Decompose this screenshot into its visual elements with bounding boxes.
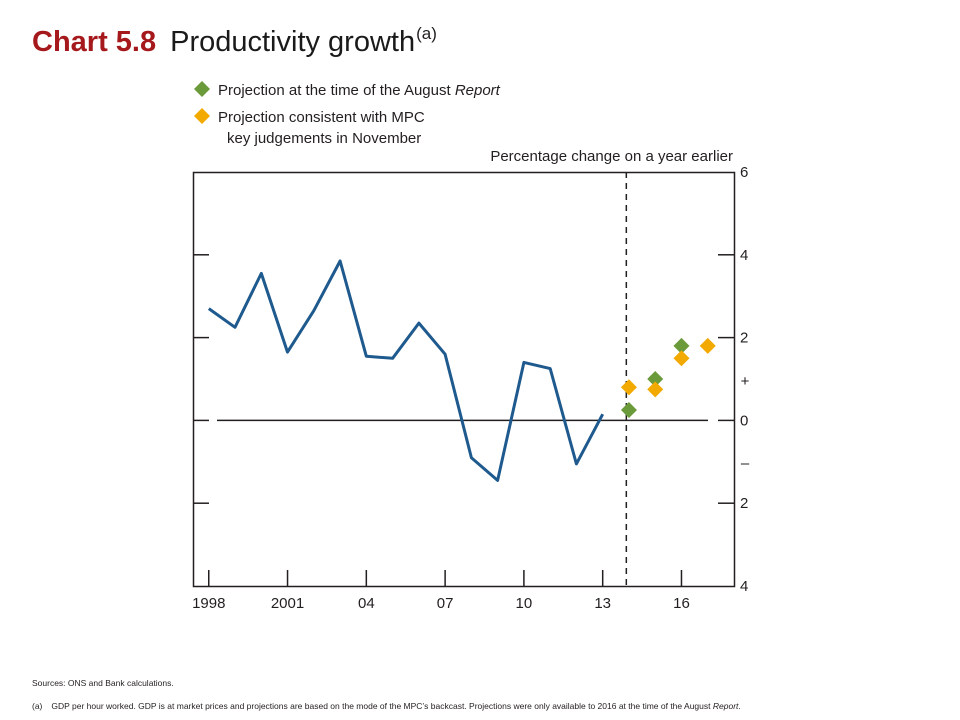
- legend-marker-november: [194, 108, 210, 124]
- y-tick-label: 4: [740, 578, 748, 595]
- plot-frame: [192, 171, 736, 588]
- y-axis-label: Percentage change on a year earlier: [490, 148, 733, 165]
- legend-label-november: Projection consistent with MPC: [218, 109, 425, 126]
- x-tick-label: 2001: [271, 595, 304, 612]
- series-line-productivity: [207, 259, 605, 482]
- legend-marker-august: [194, 81, 210, 97]
- footnote-italic: Report: [712, 701, 739, 711]
- chart-title: Chart 5.8 Productivity growth(a): [32, 24, 437, 59]
- y-axis: 6 4 2 0 2 4: [193, 164, 748, 595]
- footnote-text: GDP per hour worked. GDP is at market pr…: [51, 701, 711, 711]
- point-november-projection: [673, 350, 690, 367]
- x-axis: 1998 2001 04 07 10 13 16: [192, 570, 690, 612]
- chart: Projection at the time of the August Rep…: [192, 81, 750, 612]
- negative-sign-label: –: [741, 455, 750, 472]
- y-tick-label: 6: [740, 164, 748, 181]
- chart-title-text: Productivity growth: [170, 26, 416, 58]
- sources-note: Sources: ONS and Bank calculations.: [32, 678, 174, 688]
- point-august-projection: [620, 402, 637, 419]
- point-november-projection: [647, 381, 664, 398]
- y-tick-label: 2: [740, 495, 748, 512]
- x-tick-label: 1998: [192, 595, 225, 612]
- point-august-projection: [647, 371, 664, 387]
- legend: Projection at the time of the August Rep…: [194, 81, 501, 147]
- x-tick-label: 07: [437, 595, 454, 612]
- series-layer: [207, 259, 716, 482]
- chart-number: Chart 5.8: [32, 26, 157, 58]
- y-tick-label: 4: [740, 247, 748, 264]
- legend-label-november-line2: key judgements in November: [227, 130, 421, 147]
- positive-sign-label: +: [741, 373, 750, 390]
- point-august-projection: [673, 337, 690, 354]
- legend-label-august: Projection at the time of the August Rep…: [218, 82, 501, 99]
- title-footnote-marker: (a): [416, 24, 437, 43]
- point-november-projection: [699, 337, 716, 354]
- point-november-projection: [620, 379, 637, 396]
- y-tick-label: 2: [740, 330, 748, 347]
- x-tick-label: 10: [516, 595, 533, 612]
- x-tick-label: 04: [358, 595, 375, 612]
- footnote-end: .: [738, 701, 741, 711]
- x-tick-label: 16: [673, 595, 690, 612]
- footnote-marker: (a): [32, 701, 43, 711]
- x-tick-label: 13: [594, 595, 611, 612]
- y-tick-label: 0: [740, 412, 748, 429]
- footnote: (a) GDP per hour worked. GDP is at market…: [32, 701, 741, 711]
